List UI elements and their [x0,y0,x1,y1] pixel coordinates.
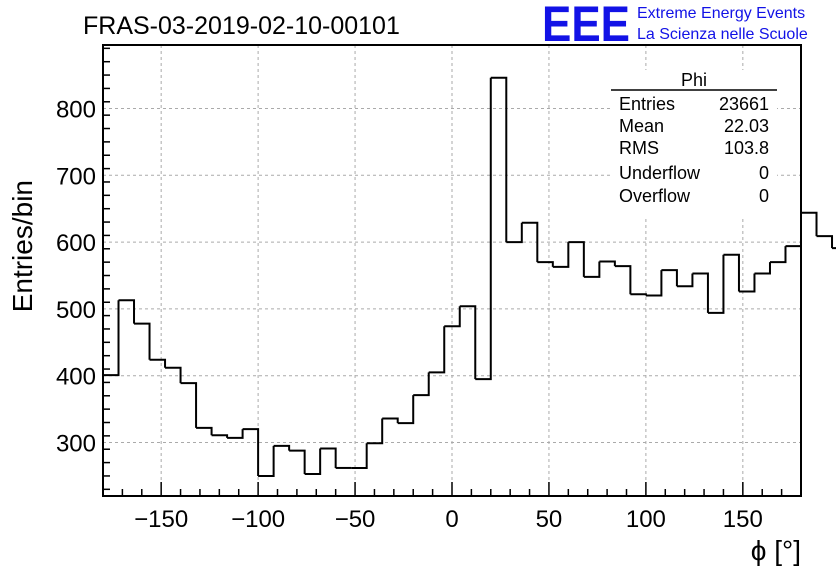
x-tick-label: 50 [536,506,563,533]
histogram-series [102,76,836,496]
histogram-bin [459,305,477,380]
histogram-bin [583,261,601,278]
stats-value-mean: 22.03 [724,116,769,136]
histogram-bin [552,242,570,268]
histogram-bin [568,241,585,277]
histogram-bin [211,434,229,438]
stats-label-mean: Mean [619,116,664,136]
chart-title: FRAS-03-2019-02-10-00101 [83,12,400,40]
histogram-bin [692,272,709,313]
histogram-bin [521,221,539,263]
y-tick-label: 700 [56,163,96,190]
stats-box: Phi Entries 23661 Mean 22.03 RMS 103.8 U… [611,70,777,218]
histogram-bin [769,246,787,264]
histogram-bin [413,372,430,397]
stats-value-rms: 103.8 [724,138,769,158]
histogram-bin [599,260,616,267]
y-tick-label: 300 [56,431,96,458]
histogram-bin [382,417,399,424]
y-tick-label: 400 [56,364,96,391]
histogram-bin [723,253,740,292]
histogram-bin [320,447,337,468]
stats-label-rms: RMS [619,138,659,158]
stats-value-entries: 23661 [719,94,769,114]
y-tick-label: 800 [56,96,96,123]
histogram-bin [754,262,771,275]
histogram-bin [676,273,694,288]
histogram-bin [242,428,260,476]
eee-logo: EEE Extreme Energy Events La Scienza nel… [542,0,808,52]
histogram-bin [165,366,182,384]
x-tick-label: −50 [335,506,376,533]
logo-letters: EEE [542,0,630,52]
histogram-bin [475,77,492,381]
histogram-bin [707,254,725,314]
histogram-bin [801,211,818,237]
histogram-bin [366,418,384,445]
x-axis-title: ϕ [°] [751,535,801,566]
histogram-bin [444,306,461,328]
stats-value-overflow: 0 [759,186,769,206]
x-tick-label: −150 [134,506,188,533]
histogram-bin [180,382,198,428]
x-tick-label: 0 [445,506,458,533]
axis-ticks: −150 −100 −50 0 50 100 150 300 400 500 600 700 800 [56,47,802,533]
histogram-bin [832,247,836,250]
stats-title: Phi [681,70,707,90]
stats-label-entries: Entries [619,94,675,114]
histogram-bin [816,235,834,249]
histogram-bin [196,426,213,436]
histogram-bin [490,76,508,243]
histogram-bin [537,261,554,267]
histogram-bin [428,326,446,374]
y-tick-label: 600 [56,230,96,257]
x-tick-label: 150 [723,506,763,533]
logo-line-1: Extreme Energy Events [637,5,805,22]
histogram-bin [289,449,306,474]
stats-label-overflow: Overflow [619,186,691,206]
histogram-bin [785,212,802,248]
histogram-bin [630,293,647,296]
histogram-bin [103,300,120,377]
stats-value-underflow: 0 [759,163,769,183]
logo-line-2: La Scienza nelle Scuole [637,26,808,43]
histogram-bin [134,322,151,360]
histogram-bin [661,269,678,287]
histogram-bin [506,222,523,244]
histogram-bin [351,443,368,469]
x-tick-label: −100 [231,506,285,533]
histogram-bin [645,270,663,297]
histogram-bin [614,265,632,295]
histogram-bin [304,448,322,475]
histogram-bin [227,429,244,439]
x-tick-label: 100 [626,506,666,533]
histogram-bin [738,273,756,293]
stats-label-underflow: Underflow [619,163,701,183]
histogram-bin [149,358,167,368]
histogram-bin [258,445,275,477]
grid [103,45,801,496]
histogram-bin [273,444,291,451]
histogram-bin [118,299,136,324]
y-tick-label: 500 [56,297,96,324]
y-axis-title: Entries/bin [7,180,38,312]
histogram-bin [397,395,415,425]
